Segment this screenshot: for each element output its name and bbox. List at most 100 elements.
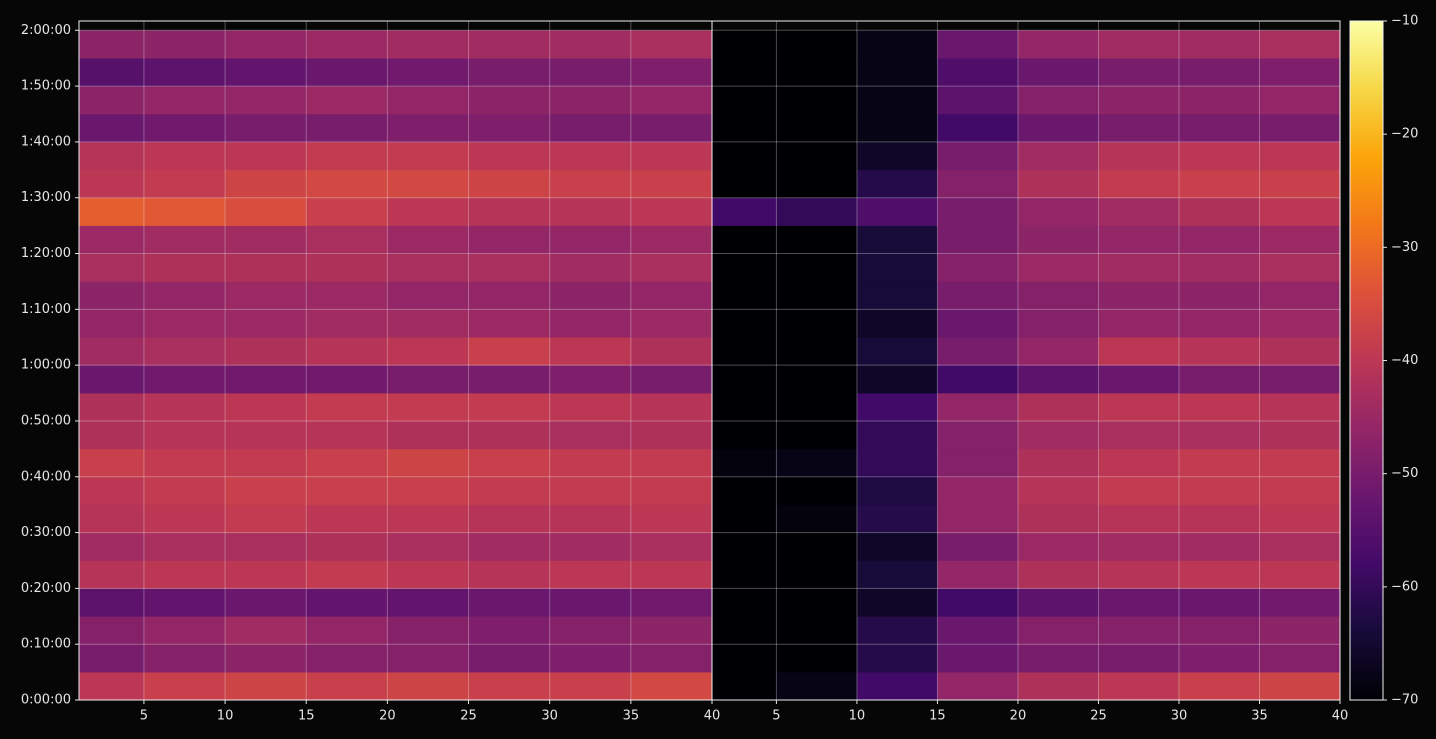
heat-cell <box>79 86 145 115</box>
heat-cell <box>143 365 226 394</box>
heat-cell <box>1017 588 1099 617</box>
heat-cell <box>856 616 938 645</box>
heat-cell <box>630 365 713 394</box>
colorbar-tick-label: −50 <box>1391 466 1418 481</box>
heat-cell <box>1098 225 1180 254</box>
y-tick-label: 1:10:00 <box>21 302 71 317</box>
heat-cell <box>937 197 1019 226</box>
heat-cell <box>1178 448 1260 478</box>
heat-cell <box>468 337 550 366</box>
heat-cell <box>1098 141 1180 171</box>
heat-cell <box>549 644 632 673</box>
heat-cell <box>1098 504 1180 533</box>
heat-cell <box>1178 672 1260 701</box>
heat-cell <box>549 309 632 338</box>
heat-cell <box>549 476 632 505</box>
heat-cell <box>143 281 226 310</box>
heat-cell <box>856 672 938 701</box>
heat-cell <box>387 58 469 87</box>
heat-cell <box>1178 644 1260 673</box>
panel-frame <box>711 20 1341 701</box>
heat-cell <box>79 476 145 505</box>
heat-cell <box>1098 337 1180 366</box>
heat-cell <box>549 672 632 701</box>
heat-cell <box>856 393 938 422</box>
heat-cell <box>1178 141 1260 171</box>
y-tick-label: 0:30:00 <box>21 525 71 540</box>
heat-cell <box>776 141 858 171</box>
heat-cell <box>143 420 226 450</box>
heat-cell <box>1178 58 1260 87</box>
heat-cell <box>1017 114 1099 143</box>
heat-cell <box>630 476 713 505</box>
heat-cell <box>856 197 938 226</box>
heat-cell <box>712 141 777 171</box>
heat-cell <box>937 420 1019 450</box>
heat-cell <box>776 588 858 617</box>
heat-cell <box>1178 225 1260 254</box>
heat-cell <box>549 616 632 645</box>
x-tick-label: 25 <box>460 709 477 724</box>
heat-cell <box>143 30 226 59</box>
heat-cell <box>937 281 1019 310</box>
heat-cell <box>1017 225 1099 254</box>
heat-cell <box>1098 58 1180 87</box>
heat-cell <box>856 30 938 59</box>
heat-cell <box>1017 86 1099 115</box>
heat-cell <box>1017 169 1099 199</box>
heat-cell <box>630 58 713 87</box>
heat-cell <box>306 644 388 673</box>
heat-cell <box>468 448 550 478</box>
heat-cell <box>1098 197 1180 226</box>
heat-cell <box>1178 86 1260 115</box>
heat-cell <box>306 560 388 589</box>
heat-cell <box>79 393 145 422</box>
heat-cell <box>79 644 145 673</box>
heat-cell <box>387 30 469 59</box>
heat-cell <box>79 141 145 171</box>
heat-cell <box>1178 169 1260 199</box>
heat-cell <box>937 253 1019 282</box>
heat-cell <box>776 420 858 450</box>
colorbar-tick-label: −30 <box>1391 240 1418 255</box>
heat-cell <box>937 504 1019 533</box>
heat-cell <box>1259 532 1341 561</box>
heat-cell <box>856 58 938 87</box>
heat-cell <box>1017 253 1099 282</box>
heat-cell <box>79 365 145 394</box>
heat-cell <box>79 560 145 589</box>
heat-cell <box>712 30 777 59</box>
heat-cell <box>776 281 858 310</box>
heat-cell <box>225 141 307 171</box>
heat-cell <box>630 532 713 561</box>
heat-cell <box>1259 197 1341 226</box>
heat-cell <box>712 365 777 394</box>
y-tick-label: 1:40:00 <box>21 134 71 149</box>
heat-cell <box>1017 309 1099 338</box>
heat-cell <box>1098 169 1180 199</box>
heat-cell <box>1098 448 1180 478</box>
heat-cell <box>712 281 777 310</box>
heat-cell <box>856 644 938 673</box>
heat-cell <box>1178 588 1260 617</box>
heat-cell <box>937 309 1019 338</box>
heat-cell <box>387 532 469 561</box>
y-tick-label: 0:20:00 <box>21 581 71 596</box>
heat-cell <box>79 309 145 338</box>
heat-cell <box>387 86 469 115</box>
heat-cell <box>306 420 388 450</box>
heat-cell <box>143 309 226 338</box>
heat-cell <box>937 616 1019 645</box>
heat-cell <box>549 365 632 394</box>
heat-cell <box>468 476 550 505</box>
heat-cell <box>468 114 550 143</box>
heat-cell <box>776 672 858 701</box>
heat-cell <box>1017 448 1099 478</box>
heat-cell <box>225 86 307 115</box>
heat-cell <box>468 420 550 450</box>
heat-cell <box>225 393 307 422</box>
heat-cell <box>776 30 858 59</box>
heat-cell <box>79 337 145 366</box>
heat-cell <box>630 672 713 701</box>
heat-cell <box>79 504 145 533</box>
